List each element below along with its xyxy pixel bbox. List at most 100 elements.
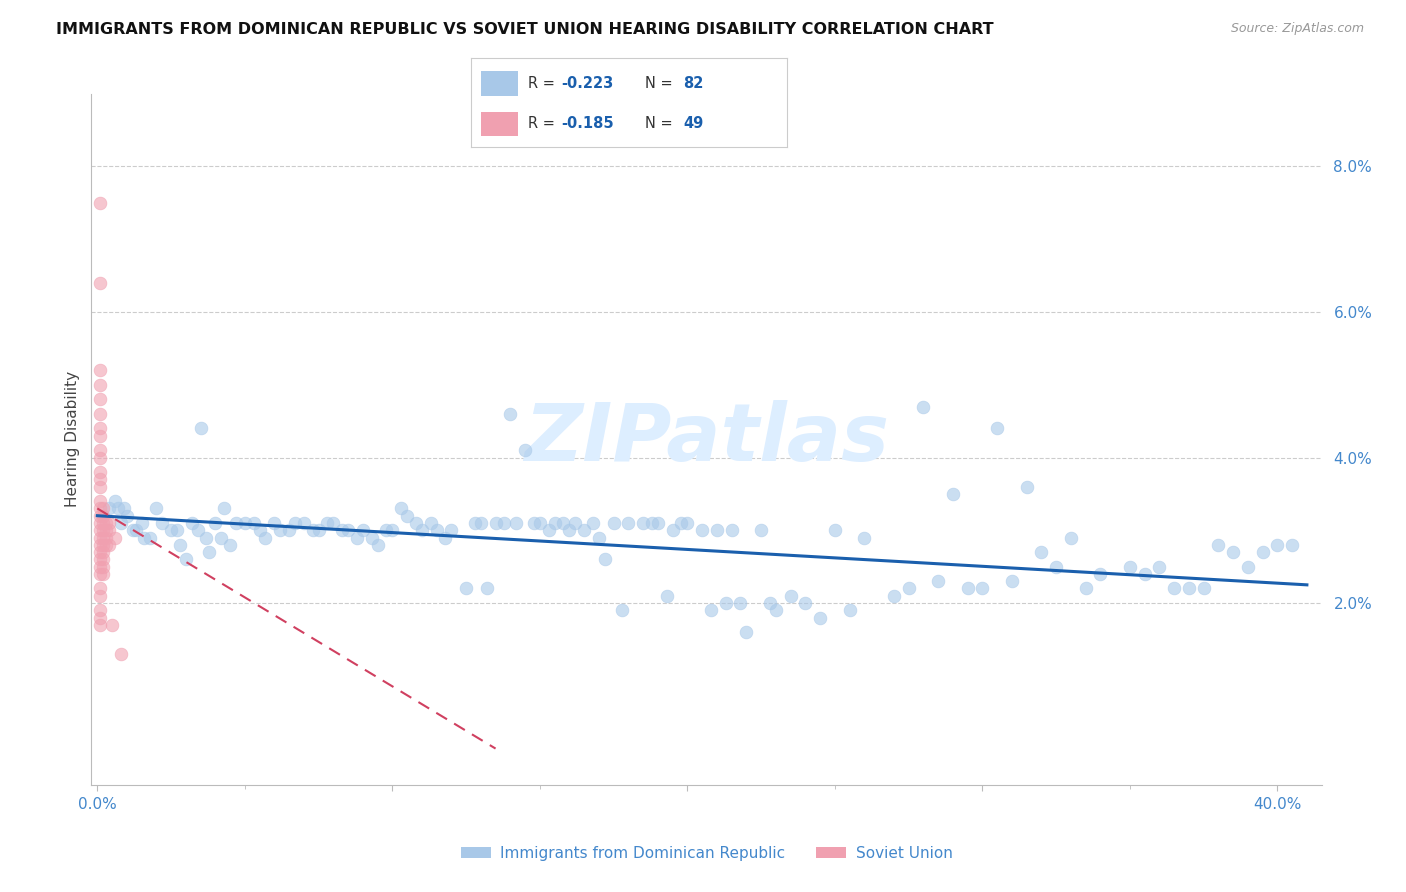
Text: N =: N = xyxy=(645,77,678,91)
Point xyxy=(375,523,398,537)
Point xyxy=(89,538,111,552)
Point xyxy=(212,501,235,516)
Point xyxy=(209,531,232,545)
Text: 49: 49 xyxy=(683,117,703,131)
Point xyxy=(396,508,419,523)
Point xyxy=(91,531,114,545)
Point xyxy=(89,501,111,516)
Point xyxy=(131,516,153,530)
Point xyxy=(249,523,271,537)
Point xyxy=(89,603,111,617)
Point xyxy=(956,582,979,596)
Point xyxy=(700,603,723,617)
Point xyxy=(110,647,132,661)
Point xyxy=(91,538,114,552)
Point xyxy=(558,523,581,537)
Point xyxy=(794,596,817,610)
Point xyxy=(360,531,382,545)
Point xyxy=(897,582,920,596)
Point xyxy=(174,552,197,566)
Point xyxy=(1031,545,1053,559)
Point xyxy=(139,531,162,545)
Point xyxy=(912,400,935,414)
Point xyxy=(91,508,114,523)
Point xyxy=(89,443,111,458)
Point xyxy=(134,531,156,545)
Point xyxy=(1015,480,1038,494)
Point xyxy=(89,545,111,559)
Point xyxy=(91,523,114,537)
Text: IMMIGRANTS FROM DOMINICAN REPUBLIC VS SOVIET UNION HEARING DISABILITY CORRELATIO: IMMIGRANTS FROM DOMINICAN REPUBLIC VS SO… xyxy=(56,22,994,37)
Point xyxy=(233,516,256,530)
Point xyxy=(661,523,683,537)
Point xyxy=(765,603,787,617)
Point xyxy=(838,603,860,617)
Point xyxy=(89,421,111,435)
Point xyxy=(690,523,713,537)
Point xyxy=(204,516,226,530)
Point xyxy=(470,516,492,530)
Point xyxy=(89,566,111,581)
Point xyxy=(505,516,527,530)
Point xyxy=(269,523,291,537)
Point xyxy=(706,523,728,537)
Point xyxy=(381,523,404,537)
Point xyxy=(180,516,202,530)
Point xyxy=(91,516,114,530)
Text: R =: R = xyxy=(529,117,560,131)
Point xyxy=(91,501,114,516)
Point xyxy=(986,421,1008,435)
Point xyxy=(89,465,111,479)
Point xyxy=(440,523,463,537)
Point xyxy=(98,538,121,552)
Point xyxy=(198,545,221,559)
Point xyxy=(759,596,782,610)
Point xyxy=(169,538,191,552)
Point xyxy=(972,582,994,596)
Point xyxy=(225,516,247,530)
Point xyxy=(110,516,132,530)
Point xyxy=(389,501,412,516)
Point xyxy=(593,552,616,566)
Point xyxy=(91,552,114,566)
Point xyxy=(352,523,374,537)
Point xyxy=(927,574,949,589)
Point xyxy=(124,523,146,537)
Point xyxy=(367,538,389,552)
Point xyxy=(730,596,752,610)
Point xyxy=(89,552,111,566)
Point xyxy=(94,516,117,530)
Point xyxy=(434,531,457,545)
Point xyxy=(671,516,693,530)
Point xyxy=(89,589,111,603)
Point xyxy=(1192,582,1215,596)
Point xyxy=(612,603,634,617)
Point xyxy=(1060,531,1083,545)
Point xyxy=(582,516,605,530)
Point xyxy=(284,516,307,530)
Point xyxy=(405,516,427,530)
Text: N =: N = xyxy=(645,117,678,131)
Point xyxy=(1237,559,1260,574)
Point xyxy=(1074,582,1097,596)
Point xyxy=(631,516,654,530)
Point xyxy=(254,531,277,545)
Point xyxy=(195,531,218,545)
Point xyxy=(145,501,167,516)
Point xyxy=(89,610,111,624)
Legend: Immigrants from Dominican Republic, Soviet Union: Immigrants from Dominican Republic, Sovi… xyxy=(454,840,959,867)
Point xyxy=(89,582,111,596)
Point xyxy=(115,508,138,523)
Text: ZIPatlas: ZIPatlas xyxy=(524,401,889,478)
Point xyxy=(187,523,209,537)
Point xyxy=(190,421,212,435)
Point xyxy=(89,450,111,465)
Point xyxy=(89,523,111,537)
Point xyxy=(292,516,315,530)
Point xyxy=(1133,566,1156,581)
Point xyxy=(91,545,114,559)
Point xyxy=(112,501,135,516)
Text: -0.223: -0.223 xyxy=(561,77,613,91)
Point xyxy=(219,538,242,552)
Point xyxy=(676,516,699,530)
